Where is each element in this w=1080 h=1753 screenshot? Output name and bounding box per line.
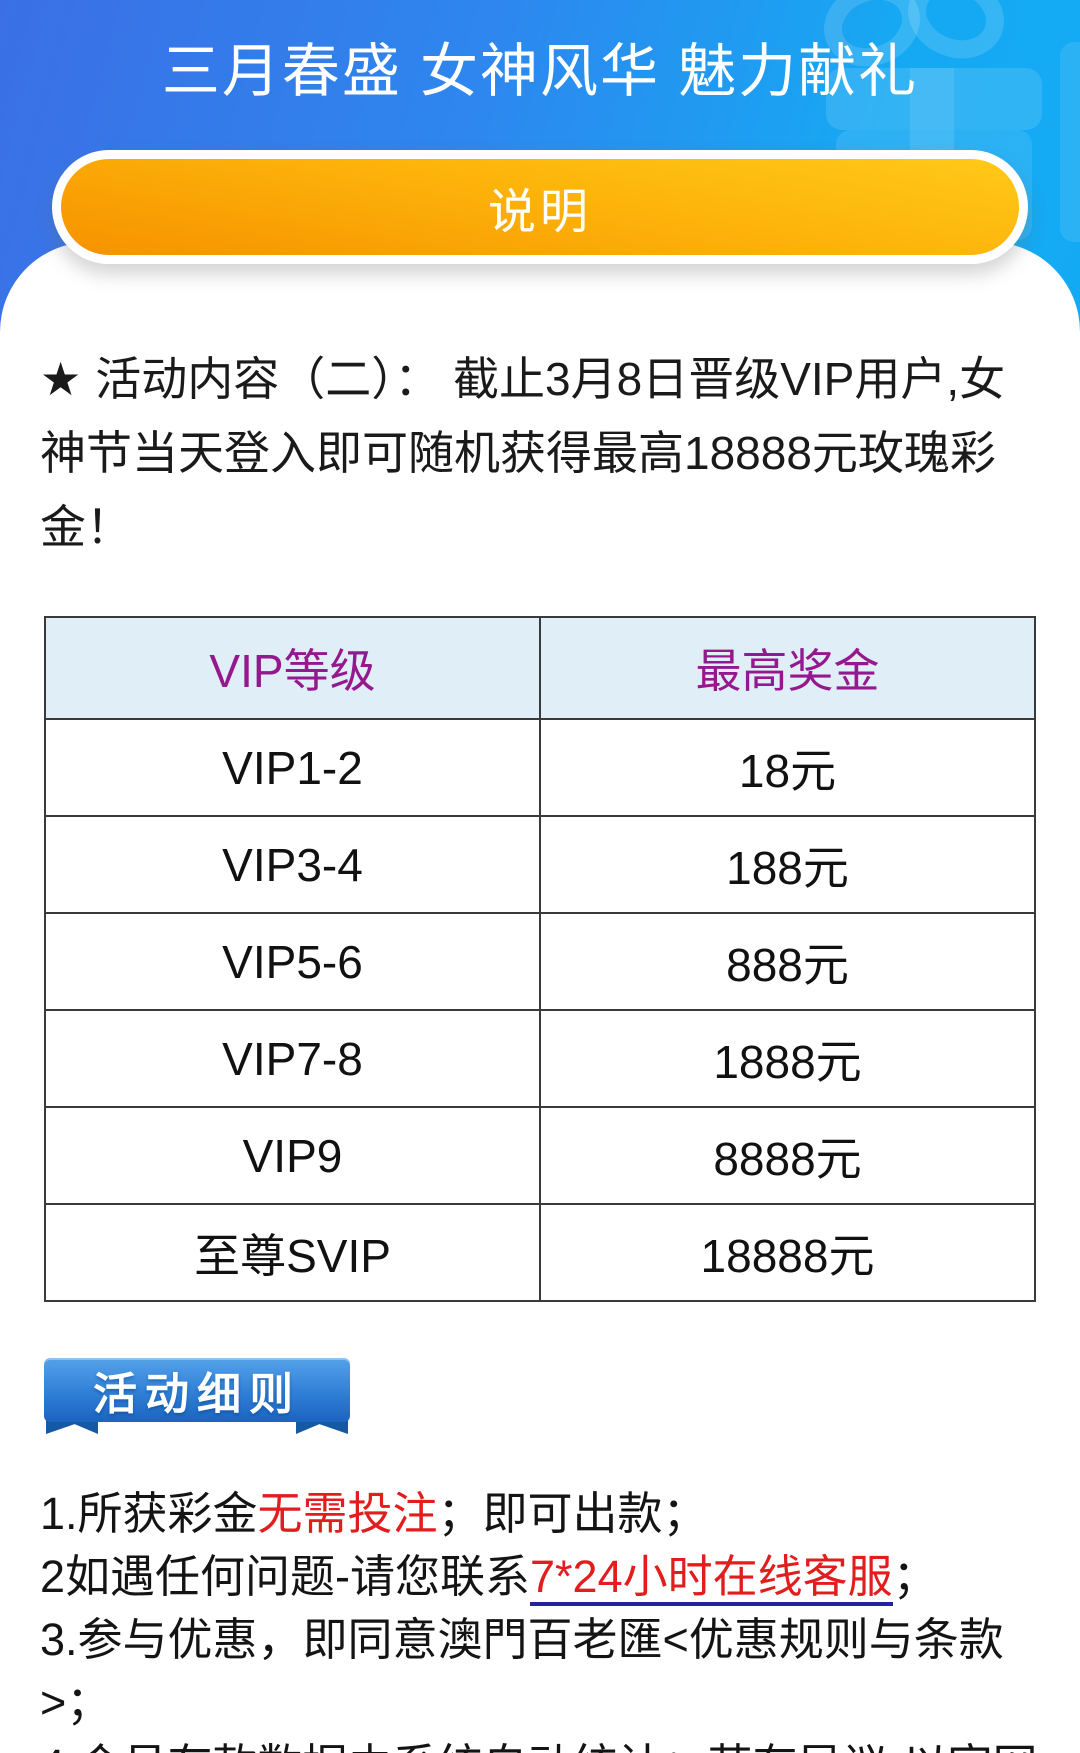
rule-item-4: 4.会员存款数据由系统自动统计；若有异议-以官网查询为准。 bbox=[40, 1734, 1040, 1753]
max-bonus-cell: 18888元 bbox=[539, 1203, 1036, 1302]
table-row: VIP7-8 1888元 bbox=[44, 1009, 1036, 1108]
rule-text: ；即可出款； bbox=[437, 1488, 708, 1539]
vip-level-cell: VIP1-2 bbox=[44, 718, 541, 817]
rule-highlight-no-wager: 无需投注 bbox=[257, 1488, 438, 1539]
content-card: ★ 活动内容（二）： 截止3月8日晋级VIP用户,女神节当天登入即可随机获得最高1… bbox=[0, 242, 1080, 1753]
table-row: VIP1-2 18元 bbox=[44, 718, 1036, 817]
vip-level-cell: 至尊SVIP bbox=[44, 1203, 541, 1302]
explain-button[interactable]: 说明 bbox=[52, 150, 1028, 264]
explain-button-label: 说明 bbox=[487, 186, 592, 239]
rule-item-2: 2如遇任何问题-请您联系7*24小时在线客服； bbox=[40, 1545, 1040, 1608]
rule-text: 4.会员存款数据由系统自动统计；若有异议-以官网查询为准。 bbox=[40, 1740, 1038, 1753]
customer-service-link[interactable]: 7*24小时在线客服 bbox=[530, 1551, 893, 1606]
activity-intro-text: 活动内容（二）： 截止3月8日晋级VIP用户,女神节当天登入即可随机获得最高18… bbox=[40, 353, 1006, 553]
vip-level-cell: VIP5-6 bbox=[44, 912, 541, 1011]
rule-text: 2如遇任何问题-请您联系 bbox=[40, 1551, 531, 1602]
activity-details-ribbon: 活动细则 bbox=[44, 1358, 350, 1434]
table-header-row: VIP等级 最高奖金 bbox=[44, 616, 1036, 720]
vip-bonus-table: VIP等级 最高奖金 VIP1-2 18元 VIP3-4 188元 VIP5-6 bbox=[44, 616, 1036, 1302]
ribbon-banner: 活动细则 bbox=[44, 1358, 350, 1422]
vip-level-cell: VIP7-8 bbox=[44, 1009, 541, 1108]
rule-item-3: 3.参与优惠，即同意澳門百老匯<优惠规则与条款>； bbox=[40, 1608, 1040, 1734]
max-bonus-cell: 1888元 bbox=[539, 1009, 1036, 1108]
column-header-max-bonus: 最高奖金 bbox=[539, 616, 1036, 720]
column-header-vip-level: VIP等级 bbox=[44, 616, 541, 720]
rule-item-1: 1.所获彩金无需投注；即可出款； bbox=[40, 1482, 1040, 1545]
table-row: VIP5-6 888元 bbox=[44, 912, 1036, 1011]
star-icon: ★ bbox=[40, 353, 82, 405]
table-row: VIP9 8888元 bbox=[44, 1106, 1036, 1205]
max-bonus-cell: 8888元 bbox=[539, 1106, 1036, 1205]
table-row: 至尊SVIP 18888元 bbox=[44, 1203, 1036, 1302]
rule-text: ； bbox=[892, 1551, 938, 1602]
rule-text: 1.所获彩金 bbox=[40, 1488, 258, 1539]
max-bonus-cell: 18元 bbox=[539, 718, 1036, 817]
rule-text: 3.参与优惠，即同意澳門百老匯<优惠规则与条款>； bbox=[40, 1614, 1004, 1728]
rules-list: 1.所获彩金无需投注；即可出款； 2如遇任何问题-请您联系7*24小时在线客服；… bbox=[40, 1482, 1040, 1753]
activity-intro: ★ 活动内容（二）： 截止3月8日晋级VIP用户,女神节当天登入即可随机获得最高1… bbox=[40, 342, 1040, 564]
vip-level-cell: VIP3-4 bbox=[44, 815, 541, 914]
table-row: VIP3-4 188元 bbox=[44, 815, 1036, 914]
max-bonus-cell: 188元 bbox=[539, 815, 1036, 914]
max-bonus-cell: 888元 bbox=[539, 912, 1036, 1011]
vip-level-cell: VIP9 bbox=[44, 1106, 541, 1205]
ribbon-label: 活动细则 bbox=[93, 1370, 301, 1419]
page-title: 三月春盛 女神风华 魅力献礼 bbox=[161, 39, 919, 104]
